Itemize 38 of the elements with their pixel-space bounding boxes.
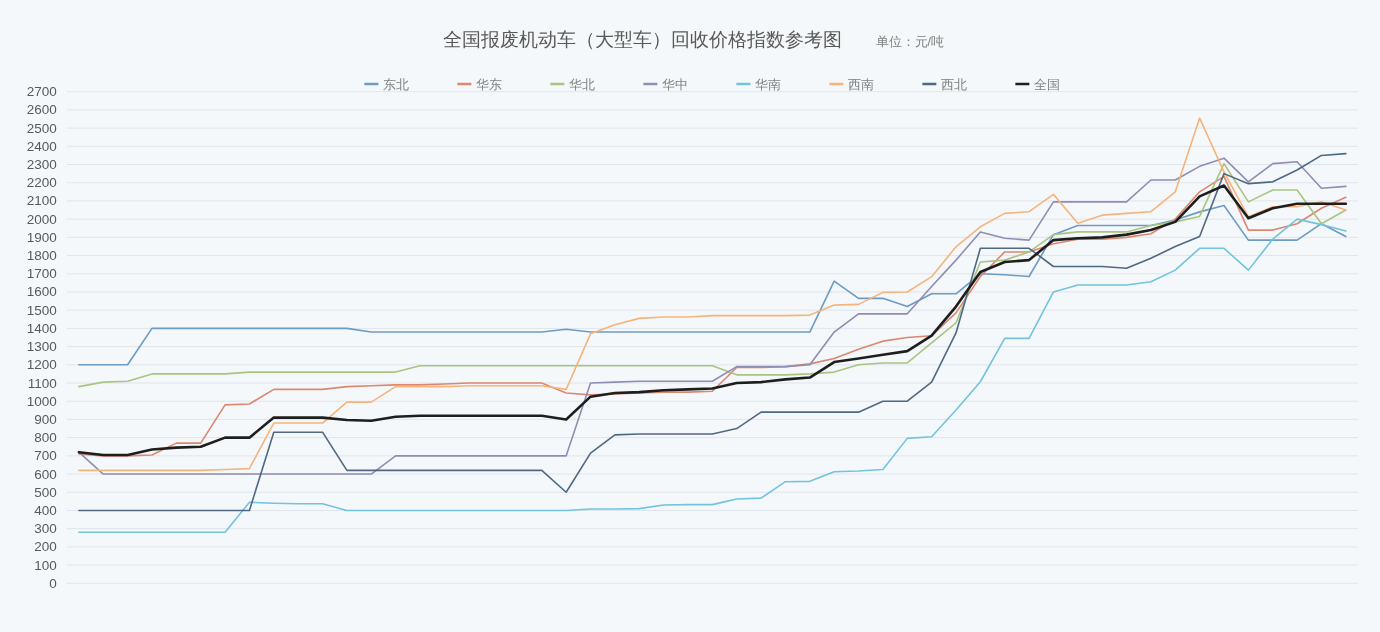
y-tick-label: 1800 (26, 248, 57, 264)
y-tick-label: 700 (34, 448, 57, 464)
y-tick-label: 600 (34, 466, 57, 482)
y-tick-label: 100 (34, 557, 57, 573)
y-tick-label: 0 (49, 575, 57, 591)
legend-label: 西南 (848, 76, 875, 92)
y-tick-label: 900 (34, 411, 57, 427)
y-tick-label: 500 (34, 484, 57, 500)
y-tick-label: 1700 (26, 266, 57, 282)
y-tick-label: 1500 (26, 302, 57, 318)
y-tick-label: 2500 (26, 120, 57, 136)
y-tick-label: 2400 (26, 138, 57, 154)
legend-label: 华南 (755, 76, 782, 92)
y-tick-label: 2700 (26, 84, 57, 100)
y-tick-label: 300 (34, 521, 57, 537)
legend-label: 全国 (1034, 76, 1061, 92)
y-tick-label: 2600 (26, 102, 57, 118)
y-tick-label: 1400 (26, 320, 57, 336)
y-tick-label: 400 (34, 502, 57, 518)
y-tick-label: 2300 (26, 157, 57, 173)
y-tick-label: 1300 (26, 339, 57, 355)
y-tick-label: 200 (34, 539, 57, 555)
y-tick-label: 1200 (26, 357, 57, 373)
y-tick-label: 800 (34, 430, 57, 446)
y-tick-label: 1100 (27, 375, 57, 391)
y-tick-label: 1900 (26, 229, 57, 245)
legend-label: 华北 (569, 76, 596, 92)
y-tick-label: 1600 (26, 284, 57, 300)
legend-label: 华东 (476, 76, 503, 92)
text: 单位：元/吨 (875, 35, 944, 49)
y-tick-label: 2100 (26, 193, 57, 209)
y-tick-label: 1000 (26, 393, 57, 409)
y-tick-label: 2200 (26, 175, 57, 191)
legend-label: 华中 (662, 76, 689, 92)
legend-label: 东北 (383, 76, 410, 92)
y-tick-label: 2000 (26, 211, 57, 227)
legend-label: 西北 (941, 76, 968, 92)
chart-title: 全国报废机动车（大型车）回收价格指数参考图 (442, 29, 842, 50)
